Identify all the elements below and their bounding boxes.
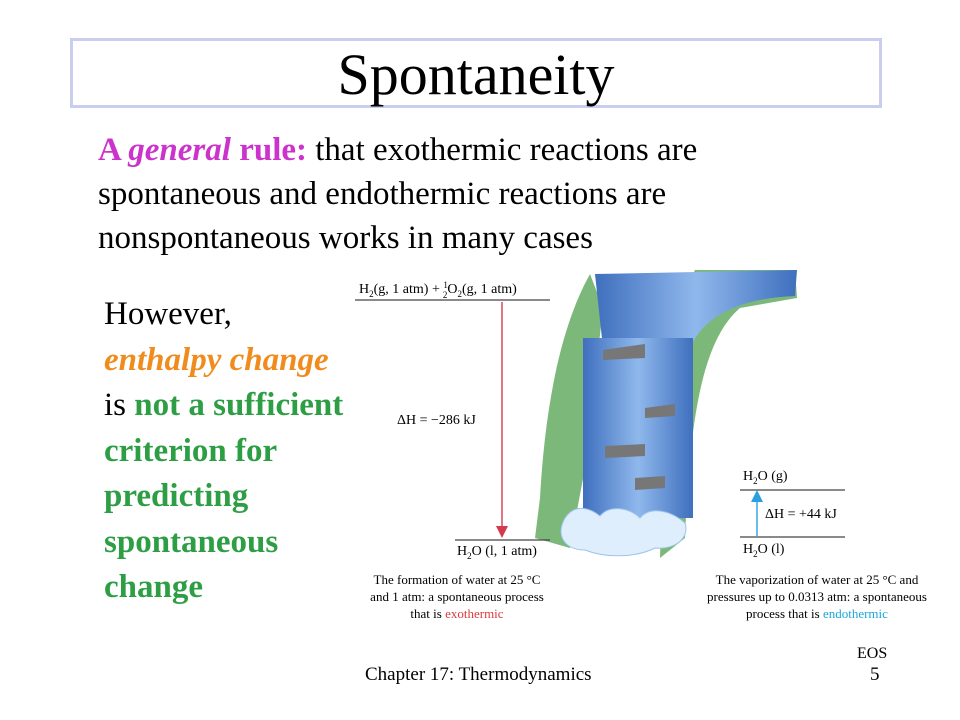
waterfall-illustration xyxy=(535,270,797,558)
general-rule-text: A general rule: that exothermic reaction… xyxy=(98,128,838,260)
enthalpy-figure: H2(g, 1 atm) + 1 2O2(g, 1 atm) ΔH = −286 … xyxy=(345,268,960,640)
cliff-right xyxy=(660,270,797,558)
left-bottom-label: H2O (l, 1 atm) xyxy=(457,544,537,561)
right-caption-1: The vaporization of water at 25 °C and xyxy=(716,572,919,587)
enthalpy-diagram: H2(g, 1 atm) + 1 2O2(g, 1 atm) ΔH = −286 … xyxy=(355,270,927,621)
endothermic-arrowhead xyxy=(751,490,763,502)
splash xyxy=(560,507,687,557)
right-caption-3: process that is endothermic xyxy=(746,606,888,621)
right-caption-2: pressures up to 0.0313 atm: a spontaneou… xyxy=(707,589,927,604)
slide-title: Spontaneity xyxy=(337,42,615,107)
left-caption-2: and 1 atm: a spontaneous process xyxy=(370,589,544,604)
footer-chapter: Chapter 17: Thermodynamics xyxy=(365,664,592,685)
rock-ledge xyxy=(645,404,675,418)
right-bottom-label: H2O (l) xyxy=(743,542,785,559)
left-top-label: H2(g, 1 atm) + 1 2O2(g, 1 atm) xyxy=(359,280,517,300)
enthalpy-change-emphasis: enthalpy change xyxy=(104,341,329,378)
footer-label: EOS xyxy=(857,645,888,662)
however-line1: However, xyxy=(104,296,232,332)
rule-lead-a: A xyxy=(98,132,129,168)
rule-lead-rule: rule: xyxy=(230,132,307,168)
not-sufficient-criterion: not a sufficient criterion for predictin… xyxy=(104,387,344,605)
rock-ledge xyxy=(605,444,645,458)
left-caption-3: that is exothermic xyxy=(410,606,503,621)
waterfall-curtain xyxy=(583,338,693,518)
left-caption-1: The formation of water at 25 °C xyxy=(374,572,541,587)
rule-lead-general: general xyxy=(128,132,231,168)
title-box: Spontaneity xyxy=(70,38,882,108)
exothermic-diagram: H2(g, 1 atm) + 1 2O2(g, 1 atm) ΔH = −286 … xyxy=(355,280,550,621)
exothermic-arrowhead xyxy=(496,526,508,538)
however-is: is xyxy=(104,387,135,423)
endothermic-diagram: H2O (g) ΔH = +44 kJ H2O (l) The vaporiza… xyxy=(707,469,927,621)
right-delta-h: ΔH = +44 kJ xyxy=(765,507,837,522)
rock-ledge xyxy=(603,344,645,360)
waterfall-top xyxy=(595,270,797,348)
rock-ledge xyxy=(635,476,665,490)
slide-number: 5 xyxy=(870,664,880,685)
rule-body: that exothermic reactions are spontaneou… xyxy=(98,132,698,256)
right-top-label: H2O (g) xyxy=(743,469,788,486)
however-text: However, enthalpy change is not a suffic… xyxy=(104,292,364,611)
left-delta-h: ΔH = −286 kJ xyxy=(397,413,476,428)
